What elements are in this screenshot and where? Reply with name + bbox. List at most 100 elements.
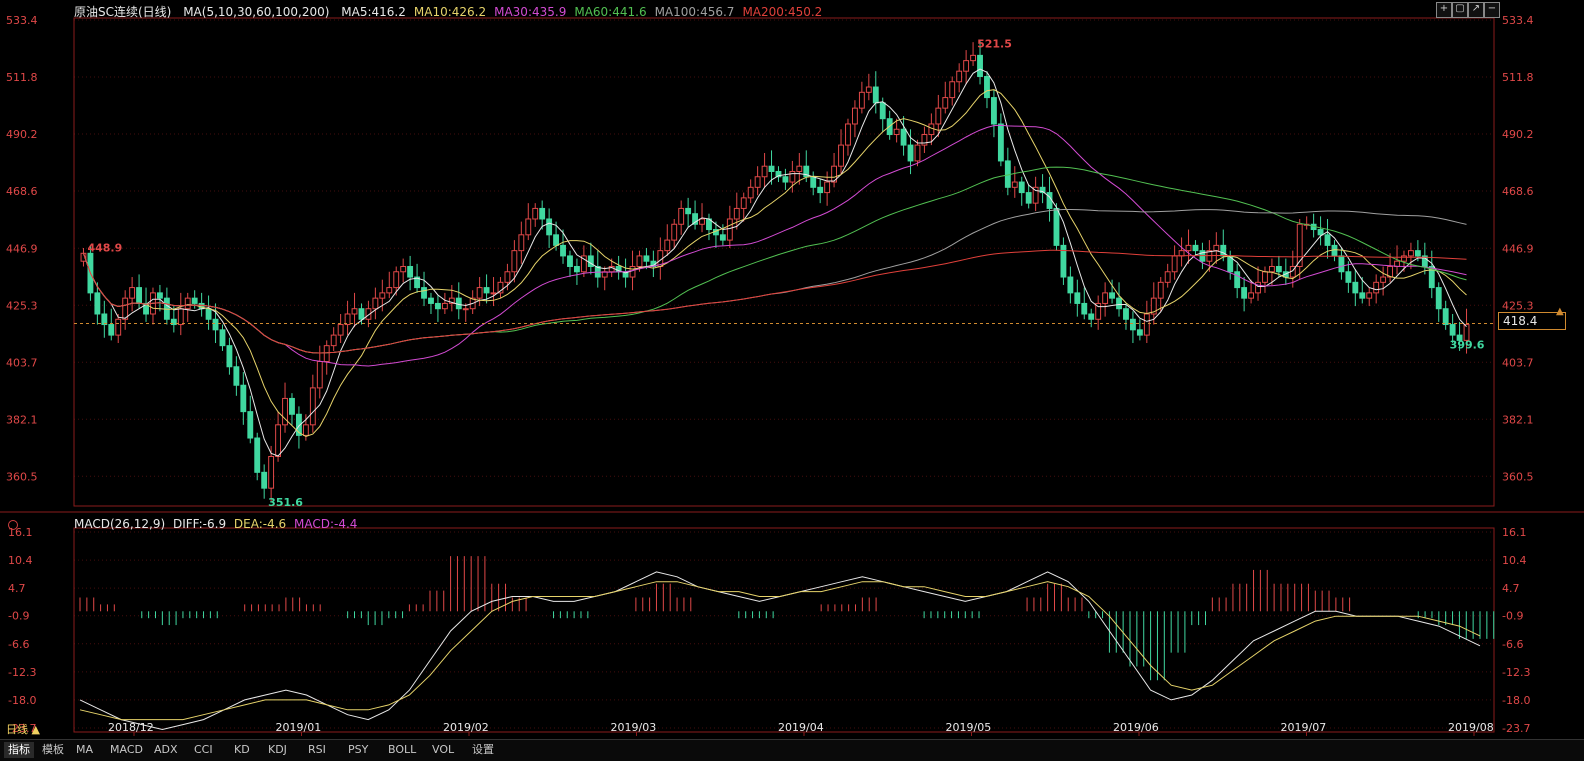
candle-body bbox=[1366, 292, 1373, 299]
candle-body bbox=[497, 281, 504, 294]
candle-body bbox=[212, 318, 219, 331]
macd-settings-icon[interactable] bbox=[8, 520, 18, 530]
tab-0[interactable]: 指标 bbox=[4, 742, 34, 758]
tab-6[interactable]: KD bbox=[234, 743, 250, 756]
candle-body bbox=[407, 265, 414, 278]
candle-body bbox=[678, 207, 685, 225]
candle-body bbox=[699, 218, 705, 225]
tab-8[interactable]: RSI bbox=[308, 743, 326, 756]
candle-body bbox=[1442, 308, 1449, 326]
annotation-high: 521.5 bbox=[977, 37, 1012, 50]
price-tick-right: 425.3 bbox=[1502, 299, 1534, 312]
macd-tick-right: 4.7 bbox=[1502, 582, 1520, 595]
candle-body bbox=[434, 302, 441, 310]
tab-12[interactable]: 设置 bbox=[472, 743, 494, 756]
candle-body bbox=[1018, 181, 1025, 194]
candle-body bbox=[1067, 276, 1074, 294]
price-tick-left: 533.4 bbox=[6, 14, 38, 27]
candle-body bbox=[1255, 281, 1261, 294]
candle-body bbox=[1032, 186, 1039, 204]
price-tick-left: 490.2 bbox=[6, 128, 38, 141]
candle-body bbox=[990, 97, 997, 125]
candle-body bbox=[817, 186, 824, 194]
annotation-recent_low: 399.6 bbox=[1450, 339, 1485, 352]
x-tick-label: 2019/06 bbox=[1113, 721, 1159, 734]
candle-body bbox=[393, 271, 400, 289]
candle-body bbox=[914, 144, 921, 162]
period-selector[interactable]: 日线 ▲ bbox=[6, 723, 40, 736]
candle-body bbox=[977, 54, 983, 77]
candle-body bbox=[490, 292, 497, 295]
candle-body bbox=[295, 413, 302, 436]
candle-body bbox=[956, 70, 963, 83]
x-tick-label: 2018/12 bbox=[108, 721, 154, 734]
candle-body bbox=[330, 334, 337, 347]
price-tick-left: 382.1 bbox=[6, 413, 38, 426]
candle-body bbox=[1352, 281, 1359, 294]
ma-line-10 bbox=[83, 89, 1467, 437]
candle-body bbox=[1275, 265, 1282, 273]
tab-5[interactable]: CCI bbox=[194, 743, 213, 756]
ma-value-1: MA10:426.2 bbox=[413, 5, 487, 19]
candle-body bbox=[191, 297, 198, 304]
restore-button[interactable]: ▢ bbox=[1452, 2, 1468, 18]
candle-body bbox=[1053, 207, 1060, 246]
close-icon[interactable]: − bbox=[1484, 2, 1500, 18]
candle-body bbox=[824, 181, 831, 194]
candle-body bbox=[282, 397, 288, 426]
ma-line-100 bbox=[83, 209, 1467, 354]
tab-3[interactable]: MACD bbox=[110, 743, 143, 756]
candle-body bbox=[108, 324, 115, 336]
candle-body bbox=[462, 308, 469, 311]
candle-body bbox=[580, 255, 587, 273]
candle-body bbox=[1317, 229, 1324, 236]
candle-body bbox=[1268, 265, 1275, 273]
candle-body bbox=[1178, 250, 1185, 257]
candle-body bbox=[1449, 324, 1456, 336]
tab-9[interactable]: PSY bbox=[348, 743, 369, 756]
macd-tick-left: -18.0 bbox=[8, 694, 36, 707]
candle-body bbox=[1428, 265, 1435, 289]
tab-10[interactable]: BOLL bbox=[388, 743, 417, 756]
candle-body bbox=[323, 345, 330, 362]
candle-body bbox=[1143, 313, 1150, 336]
candle-body bbox=[803, 165, 810, 178]
expand-button[interactable]: ↗ bbox=[1468, 2, 1484, 18]
candle-body bbox=[1088, 313, 1095, 320]
candle-body bbox=[782, 176, 789, 183]
candle-body bbox=[344, 313, 351, 326]
candle-body bbox=[1407, 250, 1414, 257]
x-tick-label: 2019/04 bbox=[778, 721, 824, 734]
macd-tick-right: -6.6 bbox=[1502, 638, 1523, 651]
candle-body bbox=[1414, 250, 1421, 257]
tab-11[interactable]: VOL bbox=[432, 743, 455, 756]
candle-body bbox=[671, 223, 678, 241]
macd-tick-left: 4.7 bbox=[8, 582, 26, 595]
candle-body bbox=[247, 411, 254, 439]
tab-1[interactable]: 模板 bbox=[42, 743, 64, 756]
candle-body bbox=[1248, 292, 1255, 299]
candle-body bbox=[1102, 292, 1109, 304]
tab-7[interactable]: KDJ bbox=[268, 743, 287, 756]
candle-body bbox=[518, 234, 525, 252]
candle-body bbox=[1011, 181, 1018, 188]
x-tick-label: 2019/01 bbox=[276, 721, 322, 734]
macd-tick-left: -6.6 bbox=[8, 638, 29, 651]
candle-body bbox=[1463, 324, 1470, 341]
price-marker-icon: ▲ bbox=[1556, 306, 1564, 317]
candle-body bbox=[692, 213, 699, 225]
macd-tick-left: -23.7 bbox=[8, 722, 36, 735]
candle-body bbox=[1456, 334, 1463, 341]
candle-body bbox=[1331, 244, 1338, 257]
tab-4[interactable]: ADX bbox=[154, 743, 178, 756]
candle-body bbox=[421, 287, 427, 299]
price-tick-right: 468.6 bbox=[1502, 185, 1534, 198]
tab-2[interactable]: MA bbox=[76, 743, 94, 756]
maximize-button[interactable]: + bbox=[1436, 2, 1452, 18]
price-tick-right: 511.8 bbox=[1502, 71, 1534, 84]
candle-body bbox=[984, 75, 990, 99]
candle-body bbox=[851, 107, 858, 125]
macd-tick-left: -0.9 bbox=[8, 610, 29, 623]
candle-body bbox=[184, 297, 191, 310]
candle-body bbox=[775, 170, 782, 178]
